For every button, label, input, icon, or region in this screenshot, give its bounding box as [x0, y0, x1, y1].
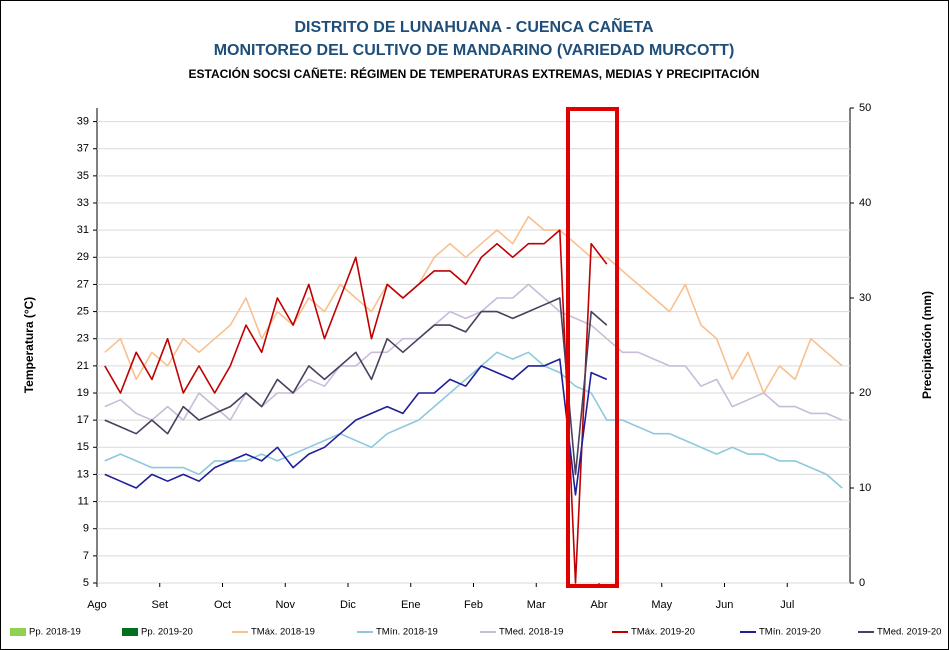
legend-label: TMed. 2019-20 [877, 627, 941, 638]
x-tick-label: Jun [716, 599, 734, 611]
y2-tick-label: 0 [859, 577, 865, 589]
chart-title: DISTRITO DE LUNAHUANA - CUENCA CAÑETA [294, 16, 654, 36]
x-tick-label: Oct [214, 599, 231, 611]
legend-swatch [122, 628, 138, 636]
y-tick-label: 17 [77, 414, 89, 426]
y-tick-label: 23 [77, 333, 89, 345]
y2-tick-label: 40 [859, 197, 871, 209]
x-tick-label: Jul [780, 599, 794, 611]
y-tick-label: 7 [83, 550, 89, 562]
x-tick-label: Nov [275, 599, 295, 611]
y-tick-label: 33 [77, 197, 89, 209]
legend-label: Pp. 2018-19 [29, 627, 81, 638]
y-tick-label: 19 [77, 387, 89, 399]
legend-swatch [10, 628, 26, 636]
x-tick-label: Ago [87, 599, 107, 611]
y-tick-label: 31 [77, 224, 89, 236]
y-tick-label: 35 [77, 170, 89, 182]
x-tick-label: Set [151, 599, 168, 611]
legend-label: TMín. 2019-20 [759, 627, 821, 638]
line [104, 351, 843, 489]
y2-tick-label: 30 [859, 292, 871, 304]
y-tick-label: 11 [78, 495, 89, 507]
y2-axis-label: Precipitación (mm) [920, 291, 934, 399]
y-tick-label: 13 [77, 468, 89, 480]
line [104, 297, 608, 476]
y-tick-label: 15 [77, 441, 89, 453]
legend-label: TMed. 2018-19 [499, 627, 563, 638]
y-tick-label: 5 [83, 577, 89, 589]
y-tick-label: 21 [77, 360, 89, 372]
x-tick-label: Abr [590, 599, 607, 611]
x-tick-label: Feb [464, 599, 483, 611]
x-tick-label: Ene [401, 599, 421, 611]
line [104, 215, 843, 394]
x-tick-label: Mar [527, 599, 546, 611]
y-tick-label: 9 [83, 523, 89, 535]
y-tick-label: 29 [77, 251, 89, 263]
y-tick-label: 37 [77, 143, 89, 155]
line [104, 358, 608, 496]
plot: 5 7 9 11 13 15 17 19 21 23 25 27 29 31 33 35 37 39 0 10 20 30… [77, 102, 872, 611]
line [104, 229, 608, 584]
y-tick-label: 39 [77, 115, 89, 127]
chart-subtitle: MONITOREO DEL CULTIVO DE MANDARINO (VARI… [214, 42, 735, 59]
legend-label: TMáx. 2019-20 [631, 627, 695, 638]
line [104, 283, 843, 421]
y2-tick-label: 20 [859, 387, 871, 399]
y2-tick-label: 10 [859, 482, 871, 494]
highlight-box [566, 107, 619, 588]
legend-label: Pp. 2019-20 [141, 627, 193, 638]
y-axis-label: Temperatura (°C) [22, 297, 36, 394]
y-tick-label: 27 [77, 278, 89, 290]
y-tick-label: 25 [77, 305, 89, 317]
x-tick-label: Dic [340, 599, 356, 611]
legend-label: TMáx. 2018-19 [251, 627, 315, 638]
chart-subtitle: ESTACIÓN SOCSI CAÑETE: RÉGIMEN DE TEMPER… [189, 66, 760, 81]
x-tick-label: May [651, 599, 672, 611]
y2-tick-label: 50 [859, 102, 871, 114]
legend-label: TMín. 2018-19 [376, 627, 438, 638]
